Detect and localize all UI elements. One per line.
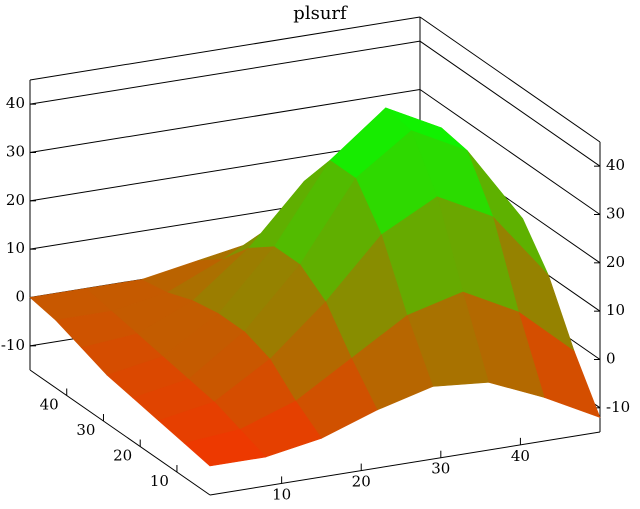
x-tick-label: 10 (272, 485, 291, 503)
z-tick-label: -10 (606, 398, 630, 416)
surface-patch (183, 429, 267, 467)
z-tick-label: -10 (1, 336, 25, 354)
y-tick-label: 40 (40, 396, 59, 414)
z-tick-label: 30 (6, 143, 25, 161)
z-tick-label: 40 (606, 156, 625, 174)
x-tick-label: 40 (511, 447, 530, 465)
grid-line (419, 40, 601, 167)
z-tick-label: 20 (6, 191, 25, 209)
z-tick-label: 40 (6, 94, 25, 112)
z-tick-label: 30 (606, 205, 625, 223)
axis-line (29, 369, 211, 496)
y-tick-label: 10 (150, 472, 169, 490)
axis-line (209, 431, 601, 496)
z-tick-label: 10 (606, 301, 625, 319)
z-tick-label: 10 (6, 239, 25, 257)
chart-title: plsurf (293, 3, 348, 24)
grid-line (419, 89, 601, 215)
x-tick-label: 30 (431, 460, 450, 478)
grid-line (29, 40, 421, 105)
z-tick-label: 0 (606, 350, 616, 368)
y-tick-label: 30 (76, 421, 95, 439)
y-tick-label: 20 (113, 447, 132, 465)
box-edge (29, 16, 421, 81)
x-tick-label: 20 (352, 473, 371, 491)
z-tick-label: 0 (15, 288, 25, 306)
z-tick-label: 20 (606, 253, 625, 271)
grid-line (29, 89, 421, 153)
box-edge (419, 16, 601, 143)
